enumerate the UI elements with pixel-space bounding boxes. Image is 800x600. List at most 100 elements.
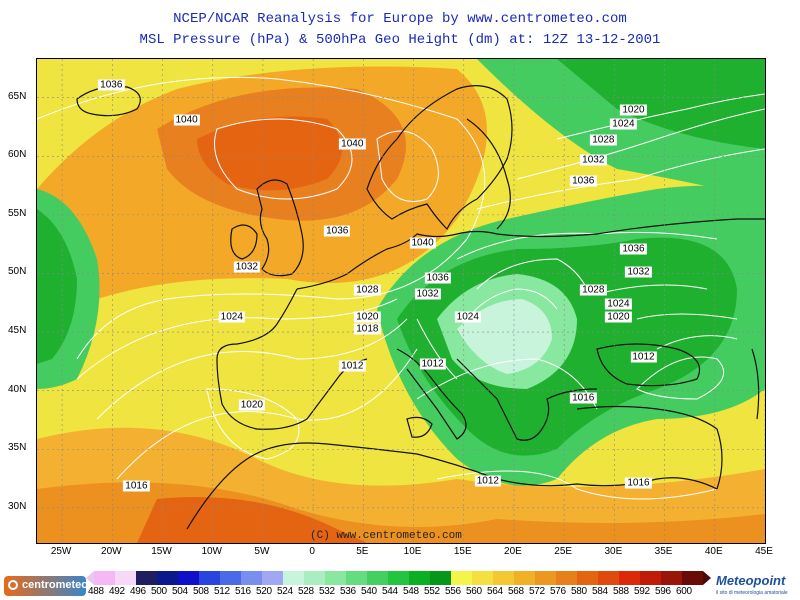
logo-right-subtext: il sito di meteorologia amatoriale — [716, 590, 788, 596]
legend-value: 536 — [340, 586, 356, 597]
legend-value: 572 — [529, 586, 545, 597]
legend-value: 568 — [508, 586, 524, 597]
latitude-label: 65N — [8, 90, 27, 102]
legend-value: 596 — [655, 586, 671, 597]
legend-swatch — [388, 571, 409, 585]
isobar-label: 1020 — [354, 311, 381, 323]
legend-swatch — [535, 571, 556, 585]
isobar-label: 1036 — [324, 225, 351, 237]
meteopoint-logo[interactable]: Meteopoint il sito di meteorologia amato… — [716, 572, 788, 596]
isobar-label: 1024 — [610, 118, 637, 130]
isobar-label: 1040 — [339, 138, 366, 150]
map-canvas — [37, 59, 765, 543]
coast-ireland — [230, 224, 258, 260]
latitude-label: 50N — [8, 266, 27, 278]
latitude-label: 45N — [8, 325, 27, 337]
legend-value: 532 — [319, 586, 335, 597]
latitude-label: 60N — [8, 149, 27, 161]
legend-swatch — [304, 571, 325, 585]
coast-britain — [256, 179, 304, 277]
legend-swatch — [115, 571, 136, 585]
logo-right-text: Meteopoint — [716, 573, 786, 588]
isobar-label: 1020 — [620, 104, 647, 116]
field-556-ne — [557, 59, 765, 149]
longitude-label: 10W — [201, 546, 222, 557]
legend-value: 496 — [130, 586, 146, 597]
isobar-label: 1024 — [454, 311, 481, 323]
isobar-label: 1036 — [424, 272, 451, 284]
legend-swatch — [199, 571, 220, 585]
isobar-label: 1040 — [173, 114, 200, 126]
legend-value: 488 — [88, 586, 104, 597]
longitude-label: 0 — [309, 546, 315, 557]
legend-value: 492 — [109, 586, 125, 597]
longitude-label: 30E — [604, 546, 623, 557]
isobar-lines — [37, 76, 765, 500]
coast-caspian — [751, 348, 760, 420]
legend-swatch — [367, 571, 388, 585]
centrometeo-logo[interactable]: centrometeo — [4, 576, 89, 596]
copyright-text: (C) www.centrometeo.com — [310, 530, 462, 542]
map-title: NCEP/NCAR Reanalysis for Europe by www.c… — [173, 11, 627, 27]
isobar-label: 1036 — [620, 243, 647, 255]
isobar-label: 1012 — [474, 475, 501, 487]
isobar-label: 1012 — [339, 360, 366, 372]
coast-italy — [396, 348, 467, 440]
latitude-label: 30N — [8, 500, 27, 512]
logo-left-text: centrometeo — [22, 579, 89, 591]
longitude-label: 5E — [356, 546, 369, 557]
isobar-label: 1024 — [605, 298, 632, 310]
legend-swatch — [178, 571, 199, 585]
isobar-label: 1032 — [625, 266, 652, 278]
legend-labels: 488 492 496 500 504 508 512 516 520 524 528 532 536 5… — [88, 586, 697, 597]
legend-value: 524 — [277, 586, 293, 597]
legend-swatch — [409, 571, 430, 585]
legend-value: 528 — [298, 586, 314, 597]
legend-swatch — [262, 571, 283, 585]
isobar-label: 1028 — [590, 134, 617, 146]
legend-value: 504 — [172, 586, 188, 597]
weather-map — [36, 58, 766, 544]
legend-swatch — [283, 571, 304, 585]
isobar-label: 1016 — [123, 480, 150, 492]
isobar-label: 1020 — [605, 311, 632, 323]
coast-black-sea — [596, 343, 701, 387]
legend-value: 592 — [634, 586, 650, 597]
legend-value: 548 — [403, 586, 419, 597]
legend-value: 588 — [613, 586, 629, 597]
legend-swatch — [325, 571, 346, 585]
legend-swatch — [94, 571, 115, 585]
legend-value: 584 — [592, 586, 608, 597]
longitude-label: 20E — [504, 546, 522, 557]
isobar-label: 1016 — [570, 392, 597, 404]
coast-sicily — [406, 416, 433, 438]
legend-swatch — [556, 571, 577, 585]
field-556-west — [37, 209, 77, 364]
legend-value: 556 — [445, 586, 461, 597]
legend-swatch — [619, 571, 640, 585]
legend-value: 512 — [214, 586, 230, 597]
longitude-label: 35E — [654, 546, 673, 557]
legend-swatch — [598, 571, 619, 585]
legend-value: 564 — [487, 586, 503, 597]
legend-swatch — [136, 571, 157, 585]
globe-icon — [8, 580, 18, 590]
longitude-label: 15W — [151, 546, 172, 557]
legend-value: 544 — [382, 586, 398, 597]
longitude-label: 40E — [704, 546, 723, 557]
longitude-label: 10E — [403, 546, 422, 557]
latitude-label: 55N — [8, 207, 27, 219]
isobar-label: 1032 — [580, 154, 607, 166]
legend-swatch — [682, 571, 703, 585]
legend-value: 600 — [676, 586, 692, 597]
longitude-label: 15E — [453, 546, 472, 557]
isobar-label: 1040 — [409, 237, 436, 249]
coast-north-continent — [296, 218, 765, 290]
legend-swatch — [220, 571, 241, 585]
legend-swatch — [577, 571, 598, 585]
legend-swatch — [661, 571, 682, 585]
isobar-label: 1036 — [570, 175, 597, 187]
isobar-label: 1028 — [354, 284, 381, 296]
isobar-label: 1028 — [580, 284, 607, 296]
legend-swatch — [241, 571, 262, 585]
